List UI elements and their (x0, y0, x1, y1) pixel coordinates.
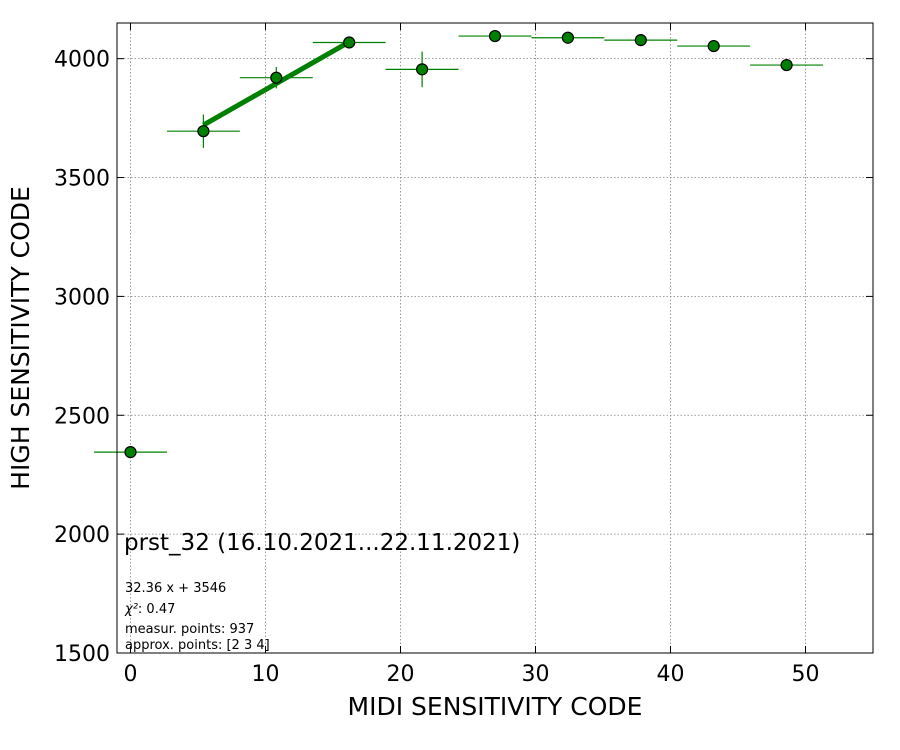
data-point (780, 58, 793, 72)
chart-annotation-title: prst_32 (16.10.2021...22.11.2021) (124, 530, 520, 556)
x-tick-label: 20 (387, 662, 415, 687)
chi2-symbol: χ² (124, 602, 138, 617)
y-tick-label: 2000 (54, 523, 110, 548)
grid-lines (117, 23, 873, 654)
x-tick-labels: 0 10 20 30 40 50 (124, 662, 820, 687)
axis-ticks (117, 23, 873, 654)
data-points (124, 29, 793, 459)
fit-equation: 32.36 x + 3546 (125, 581, 226, 596)
y-tick-label: 3500 (54, 167, 110, 192)
data-point (707, 39, 720, 53)
y-tick-labels: 1500 2000 2500 3000 3500 4000 (54, 48, 110, 667)
y-tick-label: 2500 (54, 404, 110, 429)
data-point (416, 63, 429, 76)
data-point (197, 125, 210, 138)
y-axis-title: HIGH SENSITIVITY CODE (6, 186, 35, 490)
approx-points: approx. points: [2 3 4] (125, 638, 270, 653)
y-tick-label: 1500 (54, 642, 110, 667)
error-bars (94, 34, 824, 453)
data-point (343, 36, 356, 49)
plot-frame (116, 22, 874, 654)
x-tick-label: 10 (252, 662, 280, 687)
data-point (634, 34, 647, 47)
y-tick-label: 4000 (54, 48, 110, 73)
measur-points: measur. points: 937 (125, 622, 254, 637)
data-point (561, 31, 575, 44)
data-point (488, 29, 502, 43)
x-tick-label: 40 (657, 662, 685, 687)
y-tick-label: 3000 (54, 285, 110, 310)
data-point (124, 446, 137, 459)
x-axis-title: MIDI SENSITIVITY CODE (348, 692, 643, 721)
x-tick-label: 30 (522, 662, 550, 687)
data-point (270, 71, 283, 84)
x-tick-label: 50 (792, 662, 820, 687)
chi2-annotation: χ²: 0.47 (124, 602, 175, 617)
chi2-value: : 0.47 (138, 602, 175, 617)
x-tick-label: 0 (124, 662, 138, 687)
